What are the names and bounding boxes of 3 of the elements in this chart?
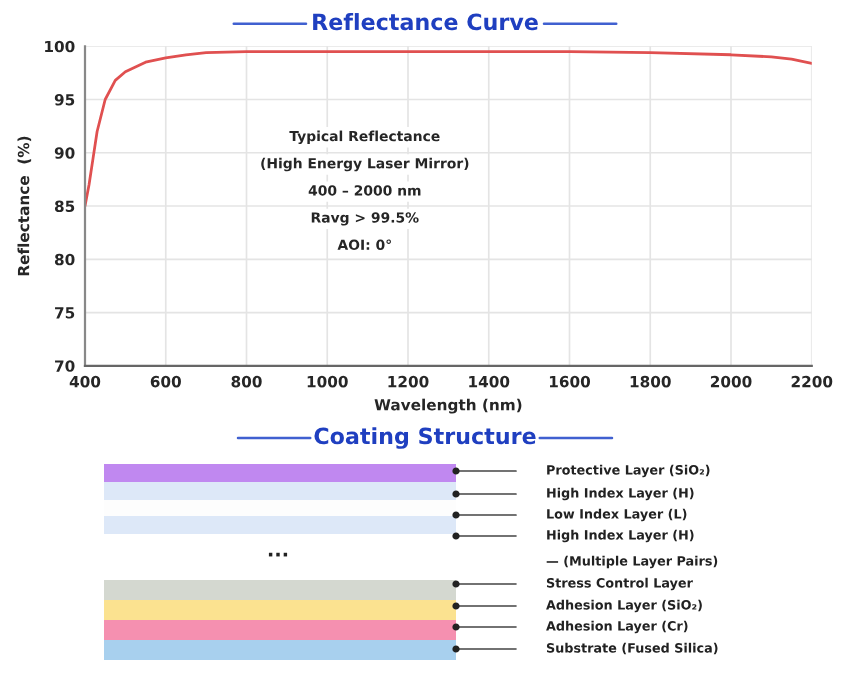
text: ··· bbox=[268, 552, 288, 557]
text: Coating Structure bbox=[314, 427, 536, 449]
chart-title: Reflectance Curve bbox=[313, 13, 538, 31]
